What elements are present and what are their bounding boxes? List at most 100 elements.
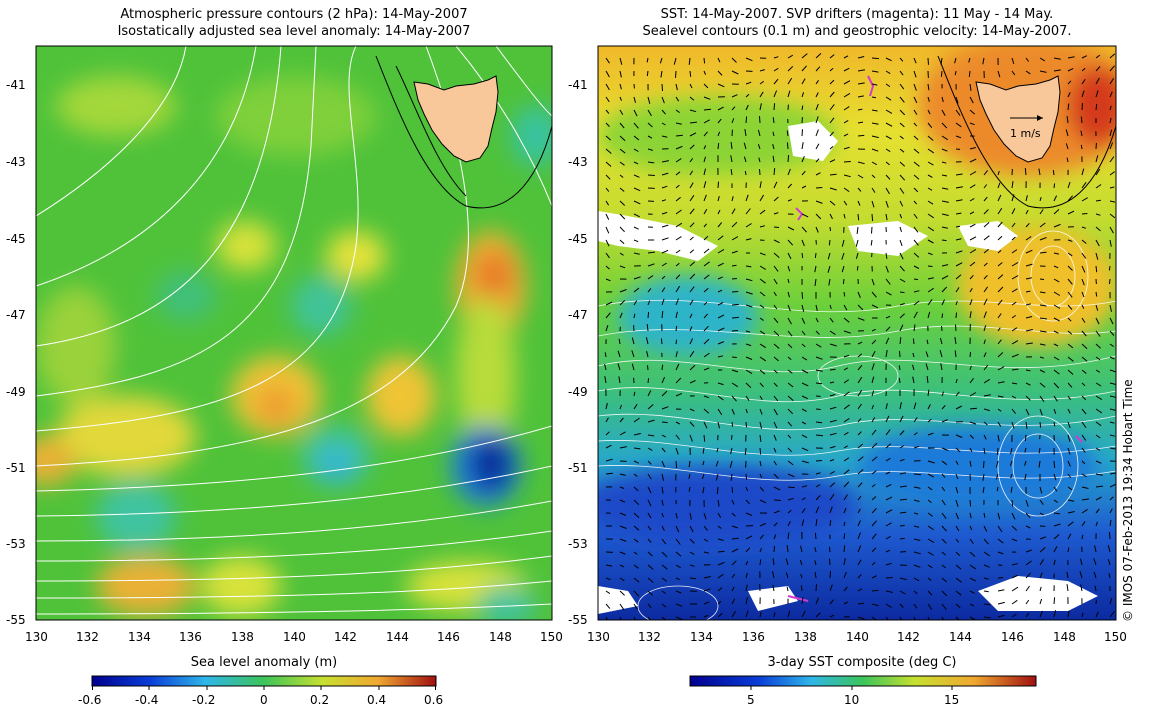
velocity-arrow [787, 252, 792, 260]
velocity-arrow [927, 590, 933, 596]
velocity-arrow [1095, 66, 1101, 72]
velocity-arrow [787, 486, 795, 489]
velocity-arrow [716, 486, 719, 495]
sea-level-colorbar [91, 675, 437, 690]
velocity-arrow [703, 367, 710, 371]
velocity-arrow [815, 187, 823, 189]
velocity-arrow [647, 275, 654, 280]
velocity-arrow [745, 304, 753, 308]
velocity-arrow [855, 252, 859, 259]
velocity-arrow [997, 250, 1002, 254]
velocity-arrow [689, 144, 695, 150]
velocity-arrow [1025, 408, 1030, 416]
velocity-arrow [1067, 369, 1074, 375]
velocity-arrow [927, 277, 934, 280]
velocity-arrow [829, 419, 837, 423]
velocity-arrow [745, 499, 750, 505]
velocity-arrow [647, 525, 652, 531]
velocity-arrow [661, 211, 668, 215]
velocity-arrow [913, 239, 919, 246]
velocity-arrow [955, 378, 958, 384]
velocity-arrow [661, 447, 666, 453]
right-lon-tick: 138 [794, 630, 817, 644]
velocity-arrow [983, 616, 991, 619]
velocity-arrow [1025, 499, 1029, 507]
velocity-arrow [1079, 571, 1083, 579]
velocity-arrow [1109, 519, 1112, 527]
velocity-arrow [885, 135, 892, 140]
velocity-arrow [703, 576, 711, 579]
velocity-arrow [829, 131, 834, 137]
velocity-arrow [661, 262, 667, 267]
velocity-arrow [1108, 573, 1111, 579]
velocity-arrow [787, 330, 793, 337]
velocity-arrow [1081, 67, 1086, 72]
velocity-arrow [1067, 278, 1073, 285]
velocity-arrow [619, 252, 624, 256]
velocity-arrow [829, 570, 831, 579]
velocity-arrow [829, 506, 833, 514]
velocity-arrow [983, 394, 991, 397]
velocity-arrow [801, 508, 806, 514]
velocity-arrow [815, 92, 819, 98]
velocity-arrow [899, 603, 904, 608]
velocity-arrow [968, 57, 971, 63]
velocity-arrow [759, 209, 766, 215]
left-lat-tick: -41 [6, 78, 26, 92]
velocity-arrow [1081, 498, 1089, 501]
velocity-arrow [815, 382, 823, 385]
velocity-arrow [885, 337, 890, 345]
velocity-arrow [661, 83, 663, 92]
velocity-arrow [843, 80, 851, 85]
velocity-arrow [969, 603, 975, 607]
velocity-arrow [1109, 91, 1113, 98]
velocity-arrow [996, 447, 999, 456]
velocity-arrow [1053, 395, 1058, 402]
velocity-arrow [675, 525, 680, 533]
velocity-arrow [969, 171, 977, 176]
velocity-arrow [1039, 610, 1043, 618]
velocity-arrow [631, 363, 635, 371]
velocity-arrow [800, 573, 803, 579]
velocity-arrow [815, 158, 820, 163]
velocity-arrow [829, 368, 836, 371]
velocity-arrow [773, 239, 780, 244]
velocity-arrow [688, 486, 691, 492]
velocity-arrow [633, 135, 640, 141]
velocity-arrow [969, 311, 972, 319]
velocity-arrow [787, 54, 794, 59]
velocity-arrow [969, 287, 973, 293]
velocity-arrow [786, 130, 789, 137]
velocity-arrow [647, 404, 654, 410]
velocity-arrow [983, 512, 986, 518]
velocity-arrow [633, 287, 640, 293]
velocity-arrow [871, 96, 877, 99]
colorbar-tick: -0.2 [192, 693, 216, 707]
velocity-arrow [717, 131, 721, 137]
velocity-arrow [801, 291, 804, 299]
velocity-arrow [675, 339, 678, 345]
velocity-arrow [633, 486, 639, 492]
left-lon-tick: 136 [179, 630, 202, 644]
velocity-arrow [1039, 291, 1046, 294]
velocity-arrow [857, 532, 861, 540]
velocity-arrow [927, 109, 931, 115]
velocity-arrow [717, 408, 723, 416]
velocity-arrow [983, 235, 990, 241]
velocity-arrow [912, 338, 915, 345]
velocity-arrow [1039, 598, 1043, 605]
velocity-arrow [885, 278, 891, 285]
velocity-arrow [857, 588, 863, 592]
velocity-arrow [955, 564, 962, 570]
velocity-arrow [927, 57, 929, 65]
velocity-arrow [605, 444, 612, 449]
velocity-arrow [913, 417, 918, 423]
velocity-arrow [927, 187, 933, 191]
velocity-arrow [1025, 70, 1031, 75]
velocity-arrow [633, 603, 639, 610]
velocity-arrow [717, 355, 724, 358]
velocity-arrow [913, 551, 921, 555]
velocity-arrow [1109, 330, 1115, 336]
velocity-arrow [871, 200, 875, 208]
left-lat-tick: -55 [6, 613, 26, 627]
